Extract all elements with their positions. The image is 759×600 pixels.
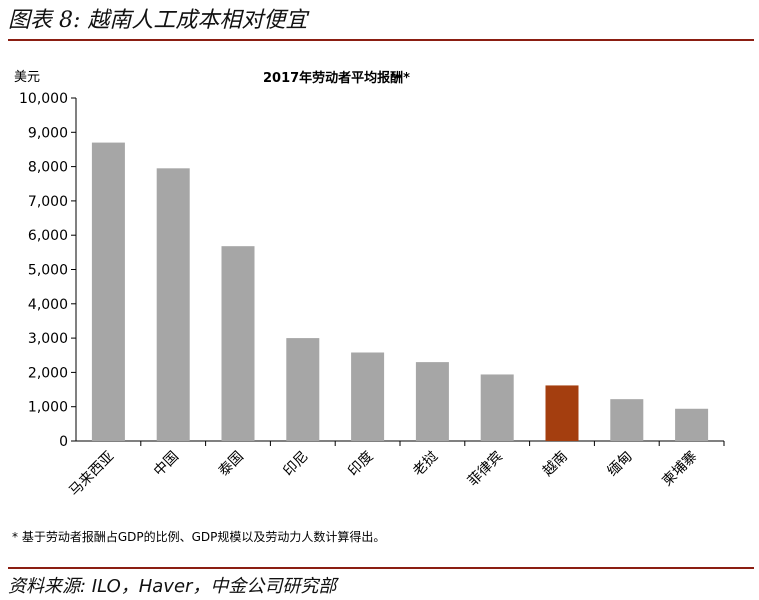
x-category-label: 中国 <box>151 449 182 480</box>
x-category-label: 印尼 <box>281 449 312 480</box>
figure-title: 图表 8: 越南人工成本相对便宜 <box>8 8 308 33</box>
x-category-label: 柬埔寨 <box>659 448 701 490</box>
chart-footnote: * 基于劳动者报酬占GDP的比例、GDP规模以及劳动力人数计算得出。 <box>12 530 386 544</box>
y-tick-label: 4,000 <box>28 297 68 313</box>
y-tick-label: 9,000 <box>28 125 68 141</box>
x-category-label: 越南 <box>540 449 571 480</box>
y-tick-label: 0 <box>59 434 68 450</box>
bar-3 <box>221 246 255 441</box>
bar-2 <box>156 168 190 441</box>
chart-title: 2017年劳动者平均报酬* <box>263 71 410 86</box>
bar-1 <box>91 142 125 441</box>
y-tick-label: 6,000 <box>28 228 68 244</box>
bar-9 <box>610 399 644 441</box>
bar-4 <box>286 338 320 441</box>
y-tick-label: 2,000 <box>28 365 68 381</box>
y-tick-label: 7,000 <box>28 194 68 210</box>
bar-5 <box>351 352 385 441</box>
bar-7 <box>480 374 514 441</box>
y-tick-label: 1,000 <box>28 400 68 416</box>
x-category-label: 印度 <box>345 449 376 480</box>
bar-10 <box>675 408 709 441</box>
bottom-divider <box>8 567 754 569</box>
x-category-label: 老挝 <box>410 449 441 480</box>
x-category-label: 泰国 <box>216 449 247 480</box>
y-tick-label: 10,000 <box>19 91 68 107</box>
y-tick-label: 3,000 <box>28 331 68 347</box>
top-divider <box>8 39 754 41</box>
x-category-label: 菲律宾 <box>465 449 506 490</box>
x-category-label: 马来西亚 <box>66 449 117 500</box>
y-tick-label: 8,000 <box>28 160 68 176</box>
bar-chart: 0 1,000 2,000 3,000 4,000 5,000 6,000 7,000 8,00… <box>19 91 725 500</box>
bar-6 <box>415 362 449 441</box>
source-note: 资料来源: ILO，Haver，中金公司研究部 <box>8 576 337 597</box>
bar-8 <box>545 385 579 441</box>
y-axis-unit: 美元 <box>14 70 41 85</box>
y-tick-label: 5,000 <box>28 263 68 279</box>
x-category-label: 缅甸 <box>605 449 636 480</box>
